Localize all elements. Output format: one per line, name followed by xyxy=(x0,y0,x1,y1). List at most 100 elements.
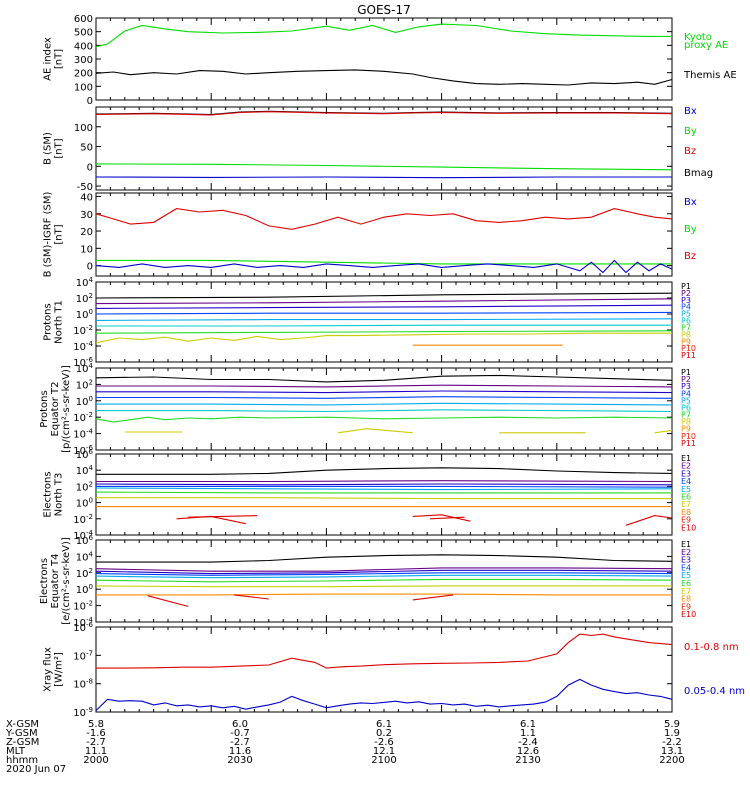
y-tick-label: 200 xyxy=(74,69,93,80)
legend-entry: E4 xyxy=(681,477,691,486)
y-axis-label: [W/m²] xyxy=(54,652,65,687)
legend-entry: P11 xyxy=(681,351,696,360)
y-axis-label: Protons xyxy=(43,303,54,340)
legend-entry: P3 xyxy=(681,382,691,391)
legend-entry: E8 xyxy=(681,595,691,604)
legend-entry: Bx xyxy=(684,106,697,117)
series-line-e8 xyxy=(96,593,672,596)
legend-entry: Kyoto xyxy=(684,32,712,43)
y-tick-label: 100 xyxy=(74,82,93,93)
y-axis-label: [p/(cm²-s-sr-keV)] xyxy=(61,365,72,453)
panel-frame xyxy=(95,17,673,101)
y-tick-label: 10-6 xyxy=(73,444,93,457)
y-axis-label: Xray flux xyxy=(43,647,54,692)
y-axis-label: [nT] xyxy=(54,138,65,158)
y-tick-label: 100 xyxy=(76,395,93,408)
footer-value: 1.1 xyxy=(520,728,536,739)
legend-entry: P10 xyxy=(681,344,696,353)
y-tick-label: 0 xyxy=(87,96,93,107)
footer-row-label: X-GSM xyxy=(6,719,39,730)
footer-value: 11.1 xyxy=(85,746,107,757)
legend-entry: E7 xyxy=(681,587,691,596)
y-axis-label: Equator T2 xyxy=(50,382,61,437)
legend-entry: E5 xyxy=(681,485,691,494)
series-line-e7 xyxy=(95,585,672,588)
y-tick-label: 10-2 xyxy=(73,411,93,424)
legend-entry: E7 xyxy=(681,500,691,509)
footer-value: 11.6 xyxy=(229,746,251,757)
series-line-e10 xyxy=(625,515,673,526)
series-line-kyoto-proxy-ae xyxy=(95,23,672,48)
legend-entry: By xyxy=(684,224,697,235)
legend-entry: Bz xyxy=(684,251,696,262)
legend-entry: E10 xyxy=(681,610,696,619)
legend-entry: proxy AE xyxy=(684,40,728,51)
series-line-e1 xyxy=(96,467,673,475)
legend-entry: E10 xyxy=(681,523,696,532)
series-line-e10 xyxy=(188,515,258,518)
footer-value: -2.7 xyxy=(230,737,250,748)
y-axis-label: [nT] xyxy=(54,49,65,69)
panel-protons_t1: 10-6 10-4 10-2 100 102 104 Protons North T1 P1P2… xyxy=(43,276,697,369)
legend-entry: P1 xyxy=(681,368,691,377)
legend-entry: E8 xyxy=(681,508,691,517)
y-tick-label: 102 xyxy=(76,292,93,305)
legend-entry: E4 xyxy=(681,563,691,572)
footer-value: -0.7 xyxy=(230,728,250,739)
series-line-p1 xyxy=(95,292,673,299)
panel-xray: 10-9 10-8 10-7 10-6 Xray flux [W/m²] 0.1-0.8 n… xyxy=(43,621,746,719)
series-line-p1 xyxy=(95,374,673,383)
legend-entry: Bx xyxy=(684,197,697,208)
footer-row-label: MLT xyxy=(6,746,26,757)
series-line-p8 xyxy=(654,429,673,434)
footer-row-label: Y-GSM xyxy=(5,728,38,739)
series-line-p6 xyxy=(96,324,672,327)
legend-entry: P1 xyxy=(681,282,691,291)
series-line-e4 xyxy=(96,485,673,488)
series-line-p4 xyxy=(96,396,673,399)
y-tick-label: 10-6 xyxy=(73,356,93,369)
series-line-e6 xyxy=(95,578,673,583)
legend-entry: P10 xyxy=(681,432,696,441)
footer-value: 2030 xyxy=(227,755,252,766)
y-tick-label: 10-4 xyxy=(73,529,93,542)
y-axis-label: [e/(cm²-s-sr-keV)] xyxy=(61,537,72,625)
legend-entry: P3 xyxy=(681,296,691,305)
y-tick-label: 500 xyxy=(74,28,93,39)
y-axis-label: B (SM) xyxy=(43,132,54,165)
footer-value: -2.6 xyxy=(374,737,394,748)
series-line-p8 xyxy=(95,332,672,344)
legend-entry: 0.1-0.8 nm xyxy=(684,642,739,653)
legend-entry: P4 xyxy=(681,303,691,312)
footer-value: 1.9 xyxy=(664,728,680,739)
series-line-e7 xyxy=(96,497,672,500)
panel-protons_t2: 10-6 10-4 10-2 100 102 104 Protons Equator T2 [p… xyxy=(39,362,696,457)
y-axis-label: North T3 xyxy=(54,473,65,517)
y-tick-label: 40 xyxy=(80,192,93,203)
footer-value: 12.1 xyxy=(373,746,395,757)
y-tick-label: 10-2 xyxy=(73,600,93,613)
legend-entry: Themis AE xyxy=(683,70,737,81)
series-line-bx xyxy=(95,259,673,274)
y-tick-label: 10-9 xyxy=(73,706,93,719)
legend-entry: E3 xyxy=(681,556,691,565)
y-tick-label: 30 xyxy=(80,210,93,221)
y-axis-label: North T1 xyxy=(54,300,65,344)
y-tick-label: 104 xyxy=(76,464,94,477)
series-line-e10 xyxy=(176,515,246,525)
series-line-p3 xyxy=(95,304,673,309)
legend-entry: P2 xyxy=(681,289,691,298)
y-tick-label: 10-2 xyxy=(73,513,93,526)
legend-entry: E6 xyxy=(681,493,691,502)
legend-entry: E3 xyxy=(681,469,691,478)
y-tick-label: 300 xyxy=(74,55,93,66)
footer-value: 13.1 xyxy=(661,746,683,757)
series-line-by xyxy=(96,259,672,265)
series-line-p7 xyxy=(95,330,673,334)
series-line-e10 xyxy=(412,594,454,601)
y-tick-label: 20 xyxy=(80,227,93,238)
y-tick-label: 106 xyxy=(76,448,94,461)
y-tick-label: 100 xyxy=(76,583,93,596)
